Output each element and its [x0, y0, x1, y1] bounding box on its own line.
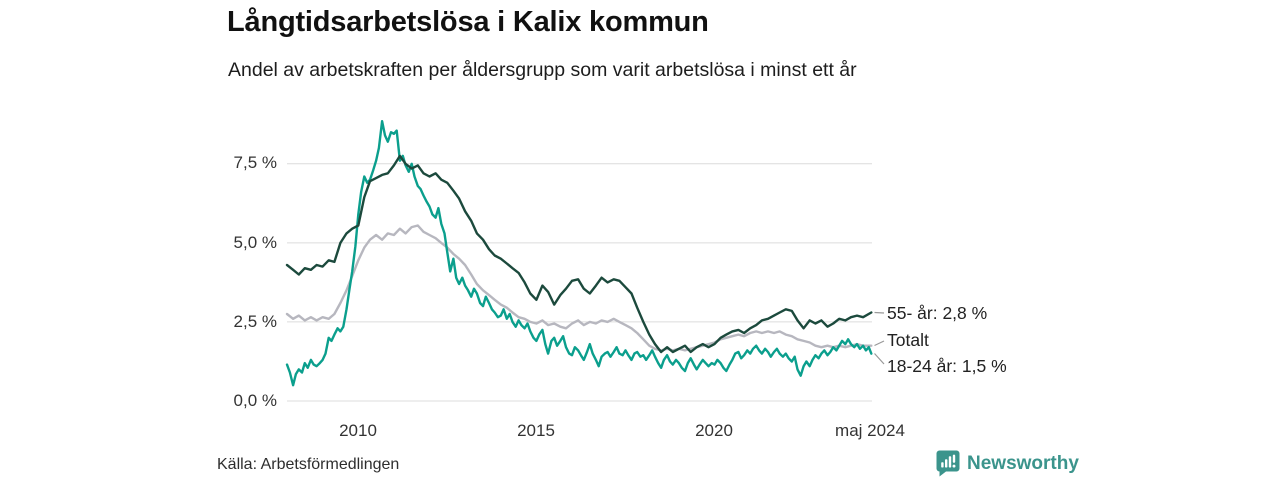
x-axis-tick-label: 2015 [517, 421, 555, 440]
leader-lines [874, 311, 885, 365]
series-end-label-totalt: Totalt [887, 330, 929, 350]
source-note: Källa: Arbetsförmedlingen [217, 456, 400, 473]
leader-line-totalt [874, 340, 885, 347]
y-axis-tick-label: 2,5 % [233, 312, 277, 331]
series-lines [285, 119, 873, 387]
series-line-18-24 [285, 119, 873, 387]
y-axis-tick-label: 0,0 % [233, 391, 277, 410]
page-title: Långtidsarbetslösa i Kalix kommun [227, 6, 709, 38]
x-axis-tick-label: maj 2024 [835, 421, 905, 440]
x-axis-tick-label: 2010 [339, 421, 377, 440]
y-axis-tick-label: 7,5 % [233, 153, 277, 172]
leader-line-55 [874, 311, 885, 314]
leader-line-18-24 [874, 353, 885, 365]
bar-tall [948, 456, 952, 468]
series-end-label-18-24: 18-24 år: 1,5 % [887, 356, 1007, 376]
chart-subtitle: Andel av arbetskraften per åldersgrupp s… [228, 59, 857, 81]
x-axis-tick-label: 2020 [695, 421, 733, 440]
bar-short [941, 462, 944, 468]
series-line-55 [285, 154, 873, 354]
series-end-label-55: 55- år: 2,8 % [887, 303, 988, 323]
series-line-totalt [285, 224, 873, 352]
y-axis-tick-label: 5,0 % [233, 233, 277, 252]
newsworthy-wordmark: Newsworthy [967, 452, 1079, 474]
newsworthy-logo[interactable]: Newsworthy [936, 450, 1079, 477]
bar-medium [945, 459, 948, 468]
exclamation-dot [952, 464, 956, 468]
newsworthy-icon [936, 450, 960, 477]
exclamation-bar [952, 454, 956, 463]
